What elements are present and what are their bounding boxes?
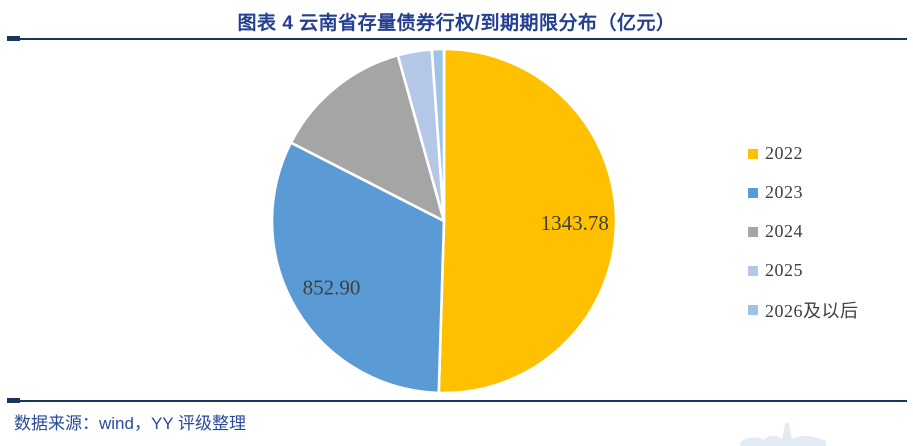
legend-label: 2023: [765, 182, 803, 202]
legend-item-2023: 2023: [748, 173, 859, 212]
top-rule: [7, 38, 907, 40]
pie-chart: 1343.78 852.90: [270, 47, 618, 395]
legend-swatch-icon: [748, 265, 758, 276]
slice-value-label-2023: 852.90: [303, 276, 361, 300]
legend-swatch-icon: [748, 148, 758, 159]
pie-slice-2026及以后: [430, 47, 446, 223]
pie-slice-2022: [437, 47, 618, 395]
pie-slice-2024: [289, 54, 446, 223]
legend-item-2025: 2025: [748, 251, 859, 290]
legend-label: 2025: [765, 260, 803, 280]
pie-legend: 2022 2023 2024 2025 2026及以后: [748, 134, 859, 329]
legend-swatch-icon: [748, 304, 758, 315]
legend-swatch-icon: [748, 187, 758, 198]
pie-slice-2023: [270, 141, 446, 395]
chart-title: 图表 4 云南省存量债券行权/到期期限分布（亿元）: [237, 13, 676, 34]
data-source-note: 数据来源：wind，YY 评级整理: [14, 414, 247, 433]
legend-label: 2026及以后: [765, 300, 859, 321]
legend-swatch-icon: [748, 226, 758, 237]
slice-value-label-2022: 1343.78: [541, 211, 609, 235]
watermark-logo-icon: [740, 422, 826, 446]
legend-item-2024: 2024: [748, 212, 859, 251]
legend-label: 2024: [765, 221, 803, 241]
legend-label: 2022: [765, 143, 803, 163]
bottom-rule: [7, 400, 907, 402]
legend-item-2026及以后: 2026及以后: [748, 290, 859, 329]
legend-item-2022: 2022: [748, 134, 859, 173]
